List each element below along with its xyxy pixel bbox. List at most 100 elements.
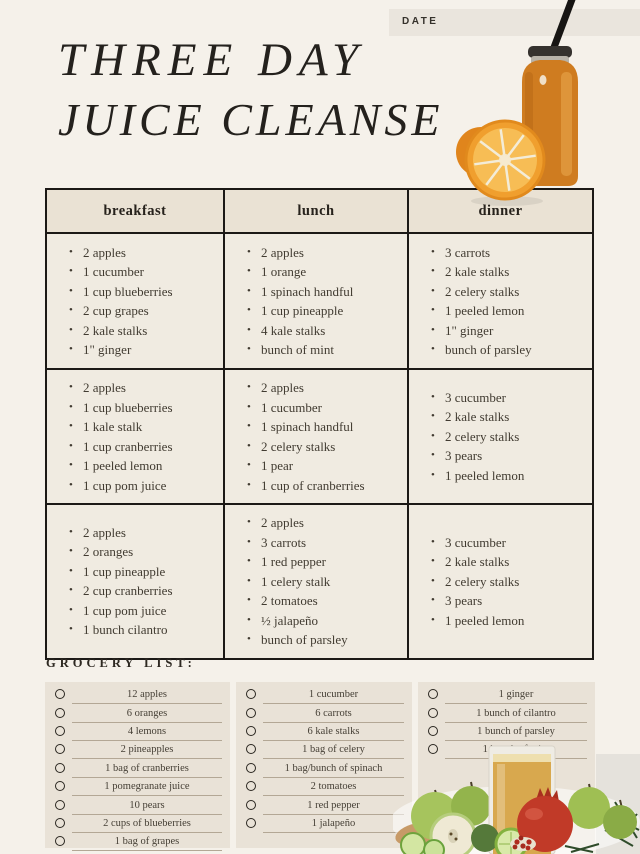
circle-checkbox[interactable] [246,744,256,755]
grocery-item-label: 1 ginger [498,689,534,701]
ingredient-item: bunch of parsley [431,340,588,360]
grocery-item-label: 1 bag of celery [302,744,365,756]
ingredient-item: 1 cup pineapple [247,301,403,321]
page-title-line1: THREE DAY [58,34,366,86]
circle-checkbox[interactable] [55,781,65,792]
grocery-item: 1 red pepper [236,795,412,815]
ingredient-item: 2 oranges [69,542,219,562]
grocery-item-line: 1 bag of celery [263,739,404,760]
grocery-item-line: 1 red pepper [263,795,404,815]
ingredient-item: 1 peeled lemon [431,301,588,321]
ingredient-item: 1" ginger [431,321,588,341]
ingredient-item: 1 celery stalk [247,572,403,592]
ingredient-item: 1 bunch cilantro [69,620,219,640]
grocery-item-label: 6 carrots [315,707,352,719]
grocery-item-label: 1 bunch of parsley [477,725,555,737]
ingredient-item: 1 pear [247,456,403,476]
ingredient-item: 1 peeled lemon [431,466,588,486]
grocery-item-line: 2 cups of blueberries [72,813,222,833]
grocery-item: 1 pomegranate juice [45,777,230,797]
circle-checkbox[interactable] [55,836,65,847]
date-field[interactable]: DATE [389,9,640,36]
juice-bottle-photo [456,0,578,206]
column-header-breakfast: breakfast [45,188,225,234]
ingredient-item: 3 pears [431,591,588,611]
grocery-item: 2 tomatoes [236,777,412,797]
ingredient-item: 2 cup cranberries [69,581,219,601]
grocery-item-line: 1 ginger [445,684,587,705]
grocery-item: 12 apples [45,685,230,705]
circle-checkbox[interactable] [55,817,65,828]
circle-checkbox[interactable] [428,725,438,736]
grocery-item-label: 10 pears [129,799,165,811]
ingredient-item: 3 cucumber [431,388,588,408]
circle-checkbox[interactable] [55,689,65,700]
circle-checkbox[interactable] [246,817,256,828]
grocery-item: 6 kale stalks [236,721,412,741]
circle-checkbox[interactable] [428,744,438,755]
ingredient-list: 3 cucumber2 kale stalks2 celery stalks3 … [431,533,588,631]
grocery-list-heading: GROCERY LIST: [46,656,196,670]
grocery-item-label: 1 bunch of cilantro [476,707,556,719]
ingredient-item: 1" ginger [69,340,219,360]
grocery-item-label: 1 bag/bunch of spinach [284,762,383,774]
circle-checkbox[interactable] [246,781,256,792]
fruits-and-juice-glass-photo [393,745,640,854]
date-label: DATE [402,16,439,27]
ingredient-item: 2 apples [69,523,219,543]
grocery-column-1: 12 apples 6 oranges 4 lemons 2 pineapples 1 … [45,682,230,852]
ingredient-item: 1 cup blueberries [69,282,219,302]
circle-checkbox[interactable] [428,707,438,718]
circle-checkbox[interactable] [55,744,65,755]
ingredient-item: 1 cup pineapple [69,562,219,582]
column-header-dinner: dinner [407,188,594,234]
ingredient-item: 2 kale stalks [431,262,588,282]
grocery-item-label: 2 cups of blueberries [103,817,191,829]
grocery-item: 10 pears [45,795,230,815]
ingredient-item: 1 cup blueberries [69,398,219,418]
circle-checkbox[interactable] [55,762,65,773]
ingredient-list: 2 apples2 oranges1 cup pineapple2 cup cr… [69,523,219,640]
circle-checkbox[interactable] [428,689,438,700]
grocery-item: 1 bag of grapes [45,832,230,852]
ingredient-item: 3 cucumber [431,533,588,553]
ingredient-item: 3 pears [431,446,588,466]
grocery-item-label: 1 bag of cranberries [105,762,189,774]
ingredient-item: 2 kale stalks [69,321,219,341]
circle-checkbox[interactable] [246,799,256,810]
ingredient-list: 3 cucumber2 kale stalks2 celery stalks3 … [431,388,588,486]
grocery-item-line: 1 bag of cranberries [72,758,222,778]
grocery-item: 6 carrots [236,703,412,723]
ingredient-item: 1 cup of cranberries [247,476,403,496]
circle-checkbox[interactable] [246,762,256,773]
ingredient-item: 2 apples [247,513,403,533]
ingredient-item: 2 kale stalks [431,552,588,572]
circle-checkbox[interactable] [246,689,256,700]
grocery-item-label: 6 kale stalks [307,725,360,737]
grocery-item-line: 2 pineapples [72,739,222,760]
grocery-item-line: 1 bunch of parsley [445,721,587,741]
column-header-lunch: lunch [223,188,409,234]
ingredient-item: 2 celery stalks [431,427,588,447]
ingredient-item: 2 celery stalks [431,282,588,302]
ingredient-item: 2 cup grapes [69,301,219,321]
page-title: THREE DAY JUICE CLEANSE [58,30,443,148]
ingredient-item: 2 apples [69,243,219,263]
ingredient-item: 4 kale stalks [247,321,403,341]
circle-checkbox[interactable] [246,707,256,718]
grocery-item-line: 6 carrots [263,703,404,723]
circle-checkbox[interactable] [246,725,256,736]
circle-checkbox[interactable] [55,799,65,810]
meal-cell-day3-dinner: 3 cucumber2 kale stalks2 celery stalks3 … [407,503,594,660]
circle-checkbox[interactable] [55,725,65,736]
ingredient-item: 1 cup cranberries [69,437,219,457]
ingredient-item: 2 celery stalks [247,437,403,457]
grocery-item-line: 6 kale stalks [263,721,404,741]
circle-checkbox[interactable] [55,707,65,718]
grocery-item-line: 1 cucumber [263,684,404,705]
